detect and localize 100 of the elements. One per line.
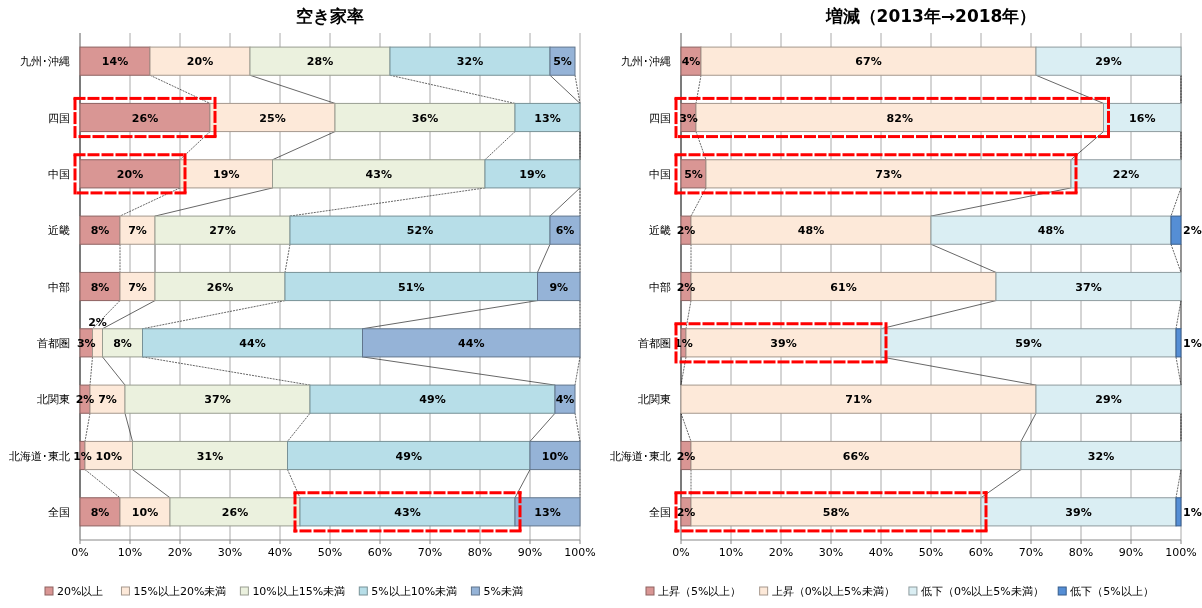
data-label: 32% — [1087, 449, 1115, 463]
data-label: 7% — [98, 393, 117, 407]
y-tick-label: 四国 — [649, 111, 671, 125]
data-label: 2% — [676, 224, 696, 238]
x-tick-label: 40% — [267, 546, 293, 559]
y-tick-label: 中部 — [649, 280, 671, 294]
y-tick-label: 中部 — [48, 280, 70, 294]
x-tick-label: 0% — [672, 546, 690, 559]
x-tick-label: 40% — [868, 546, 894, 559]
data-label: 8% — [90, 505, 110, 519]
x-tick-label: 70% — [417, 546, 443, 559]
legend-label: 15%以上20%未満 — [133, 585, 227, 598]
legend-label: 5%未満 — [483, 585, 523, 598]
x-tick-label: 80% — [1068, 546, 1094, 559]
legend-label: 上昇（5%以上） — [658, 585, 742, 598]
data-label: 43% — [365, 167, 392, 181]
data-label: 82% — [886, 111, 913, 125]
data-label: 25% — [259, 111, 286, 125]
data-label: 39% — [770, 336, 797, 350]
data-label: 37% — [204, 393, 231, 407]
x-tick-label: 60% — [367, 546, 393, 559]
y-tick-label: 九州･沖縄 — [20, 55, 70, 69]
x-tick-label: 50% — [317, 546, 343, 559]
data-label: 14% — [101, 55, 129, 69]
legend-label: 5%以上10%未満 — [371, 585, 458, 598]
data-label: 3% — [76, 336, 96, 350]
data-label: 51% — [398, 280, 425, 294]
data-label: 2% — [1183, 224, 1202, 238]
x-tick-label: 10% — [718, 546, 744, 559]
y-tick-label: 北海道･東北 — [9, 449, 70, 463]
data-label: 1% — [1183, 505, 1202, 519]
data-label: 4% — [555, 393, 575, 407]
chart-title: 増減（2013年→2018年） — [824, 6, 1037, 26]
y-tick-label: 北関東 — [37, 393, 70, 407]
y-tick-label: 北関東 — [638, 393, 671, 407]
data-label: 48% — [1037, 224, 1065, 238]
data-label: 10% — [541, 449, 569, 463]
data-label: 28% — [306, 55, 334, 69]
data-label: 4% — [681, 55, 701, 69]
x-tick-label: 50% — [918, 546, 944, 559]
data-label: 13% — [534, 505, 561, 519]
data-label: 8% — [113, 336, 132, 350]
data-label: 10% — [95, 449, 122, 463]
data-label: 52% — [406, 224, 434, 238]
y-tick-label: 全国 — [48, 505, 70, 519]
data-label: 1% — [1183, 336, 1202, 350]
x-tick-label: 20% — [768, 546, 794, 559]
data-label: 59% — [1015, 336, 1042, 350]
data-label: 32% — [456, 55, 484, 69]
y-tick-label: 近畿 — [649, 224, 671, 238]
data-label: 26% — [221, 505, 249, 519]
data-label: 36% — [411, 111, 439, 125]
data-label: 20% — [116, 167, 144, 181]
x-tick-label: 70% — [1018, 546, 1044, 559]
data-label: 71% — [845, 393, 872, 407]
y-tick-label: 近畿 — [48, 224, 70, 238]
y-tick-label: 首都圏 — [638, 336, 671, 350]
data-label: 2% — [676, 449, 696, 463]
data-label: 9% — [549, 280, 569, 294]
data-label: 29% — [1095, 55, 1122, 69]
x-tick-label: 60% — [968, 546, 994, 559]
legend-label: 低下（5%以上） — [1070, 585, 1154, 598]
data-label: 49% — [419, 393, 446, 407]
data-label: 7% — [128, 280, 147, 294]
x-tick-label: 100% — [564, 546, 596, 559]
chart-title: 空き家率 — [296, 6, 364, 26]
data-label: 31% — [196, 449, 224, 463]
data-label: 20% — [186, 55, 214, 69]
data-label: 10% — [131, 505, 159, 519]
data-label: 5% — [684, 167, 703, 181]
x-tick-label: 10% — [117, 546, 143, 559]
legend-label: 低下（0%以上5%未満） — [920, 585, 1044, 598]
y-tick-label: 中国 — [649, 167, 671, 181]
x-tick-label: 30% — [818, 546, 844, 559]
data-label: 44% — [458, 336, 485, 350]
y-tick-label: 中国 — [48, 167, 70, 181]
data-label: 2% — [676, 505, 696, 519]
data-label: 8% — [90, 280, 110, 294]
data-label: 3% — [679, 111, 698, 125]
x-tick-label: 0% — [71, 546, 89, 559]
data-label: 44% — [239, 336, 266, 350]
x-tick-label: 20% — [167, 546, 193, 559]
data-label: 26% — [206, 280, 234, 294]
legend-label: 上昇（0%以上5%未満） — [771, 585, 895, 598]
data-label: 16% — [1129, 111, 1156, 125]
data-label: 67% — [855, 55, 882, 69]
data-label: 6% — [555, 224, 575, 238]
data-label: 1% — [73, 449, 92, 463]
x-tick-label: 100% — [1165, 546, 1197, 559]
x-tick-label: 80% — [467, 546, 493, 559]
data-label: 2% — [676, 280, 696, 294]
data-label: 37% — [1075, 280, 1102, 294]
y-tick-label: 北海道･東北 — [610, 449, 671, 463]
x-tick-label: 30% — [217, 546, 243, 559]
data-label: 58% — [822, 505, 850, 519]
legend-label: 10%以上15%未満 — [252, 585, 346, 598]
data-label: 39% — [1065, 505, 1092, 519]
data-label: 61% — [830, 280, 857, 294]
data-label: 48% — [797, 224, 825, 238]
y-tick-label: 九州･沖縄 — [621, 55, 671, 69]
